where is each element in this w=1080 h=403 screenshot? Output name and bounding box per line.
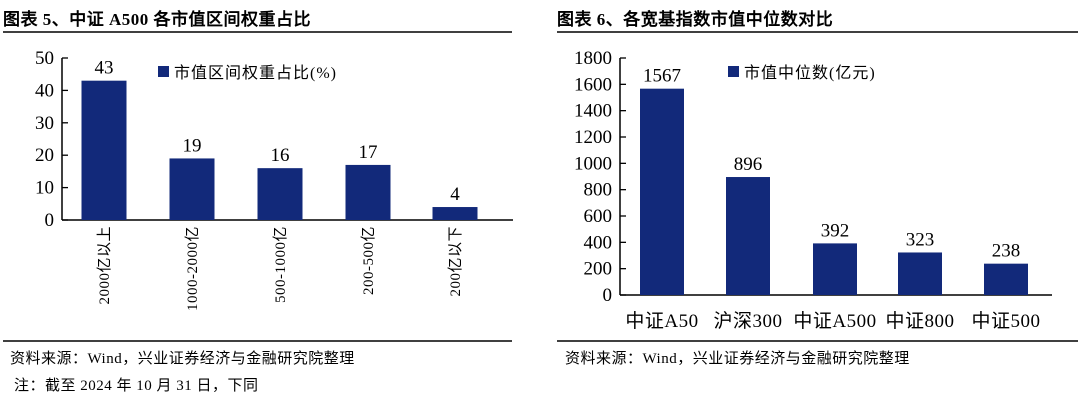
y-tick-label: 1000 (574, 153, 612, 174)
figure-6-title: 图表 6、各宽基指数市值中位数对比 (557, 10, 834, 29)
bar-value-label: 896 (734, 154, 763, 175)
y-tick-label: 40 (35, 80, 54, 101)
bar-value-label: 323 (906, 229, 935, 250)
x-category-label: 200-500亿 (360, 226, 377, 295)
y-tick-label: 400 (584, 232, 613, 253)
x-category-label: 2000亿以上 (96, 226, 113, 305)
x-category-label: 中证A500 (793, 310, 876, 332)
bar (81, 80, 127, 221)
y-tick-label: 600 (584, 206, 613, 227)
x-category-label: 200亿以下 (447, 226, 464, 297)
figure-5-legend: 市值区间权重占比(%) (158, 59, 337, 83)
figure-6-panel: 图表 6、各宽基指数市值中位数对比 0 200 400 600 800 1000 1200 1… (540, 0, 1080, 403)
y-tick-label: 50 (35, 48, 54, 69)
figure-5-source: 资料来源：Wind，兴业证券经济与金融研究院整理 (10, 351, 355, 367)
bar-value-label: 17 (359, 142, 378, 163)
bar (813, 243, 857, 295)
figure-6-legend-label: 市值中位数(亿元) (744, 65, 876, 82)
legend-swatch-icon (158, 65, 169, 77)
bar (169, 158, 215, 220)
figure-5-top-rule (3, 31, 512, 33)
y-tick-label: 1800 (574, 48, 612, 69)
bar-value-label: 238 (992, 241, 1021, 262)
bar-value-label: 1567 (643, 66, 681, 87)
figure-5-title: 图表 5、中证 A500 各市值区间权重占比 (3, 10, 312, 29)
figure-5-legend-label: 市值区间权重占比(%) (174, 65, 337, 82)
y-tick-label: 10 (35, 178, 54, 199)
y-tick-label: 0 (45, 210, 55, 231)
y-tick-label: 1400 (574, 101, 612, 122)
figure-6-bar-chart: 0 200 400 600 800 1000 1200 1400 1600 1800 1567 中证A… (574, 48, 1052, 332)
bar (432, 207, 478, 220)
legend-swatch-icon (728, 65, 739, 77)
figure-6-source: 资料来源：Wind，兴业证券经济与金融研究院整理 (565, 351, 910, 367)
x-category-label: 中证500 (971, 310, 1040, 332)
bar (345, 164, 391, 220)
bar-value-label: 392 (821, 220, 850, 241)
figure-5-bar-chart: 0 10 20 30 40 50 43 2000亿以上 19 1000-2000亿 16 500-10… (35, 48, 513, 311)
bar (640, 88, 684, 295)
figure-5-bottom-rule (3, 340, 512, 342)
figure-5-chart: 0 10 20 30 40 50 43 2000亿以上 19 1000-2000亿 16 500-10… (0, 0, 540, 340)
figure-6-legend: 市值中位数(亿元) (728, 59, 876, 83)
y-tick-label: 20 (35, 145, 54, 166)
figure-6-bottom-rule (557, 340, 1078, 342)
x-category-label: 1000-2000亿 (184, 226, 201, 311)
figure-5-panel: 图表 5、中证 A500 各市值区间权重占比 0 10 20 30 40 50 43 2000… (0, 0, 540, 394)
figure-6-chart: 0 200 400 600 800 1000 1200 1400 1600 1800 1567 中证A… (540, 0, 1080, 340)
y-tick-label: 200 (584, 259, 613, 280)
x-category-label: 中证A50 (625, 310, 698, 332)
x-category-label: 500-1000亿 (272, 226, 289, 303)
bar-value-label: 4 (450, 184, 460, 205)
x-category-label: 沪深300 (713, 310, 782, 332)
figure-6-top-rule (557, 31, 1078, 33)
y-tick-label: 1600 (574, 74, 612, 95)
bar (984, 263, 1028, 295)
bar (898, 252, 942, 295)
bar (257, 168, 303, 220)
y-tick-label: 30 (35, 113, 54, 134)
x-category-label: 中证800 (885, 310, 954, 332)
bar-value-label: 16 (271, 145, 290, 166)
bar-value-label: 43 (95, 58, 114, 79)
y-tick-label: 800 (584, 180, 613, 201)
y-tick-label: 0 (603, 285, 613, 306)
figure-5-note: 注：截至 2024 年 10 月 31 日，下同 (14, 378, 259, 394)
bar-value-label: 19 (183, 135, 202, 156)
y-tick-label: 1200 (574, 127, 612, 148)
bar (726, 177, 770, 295)
